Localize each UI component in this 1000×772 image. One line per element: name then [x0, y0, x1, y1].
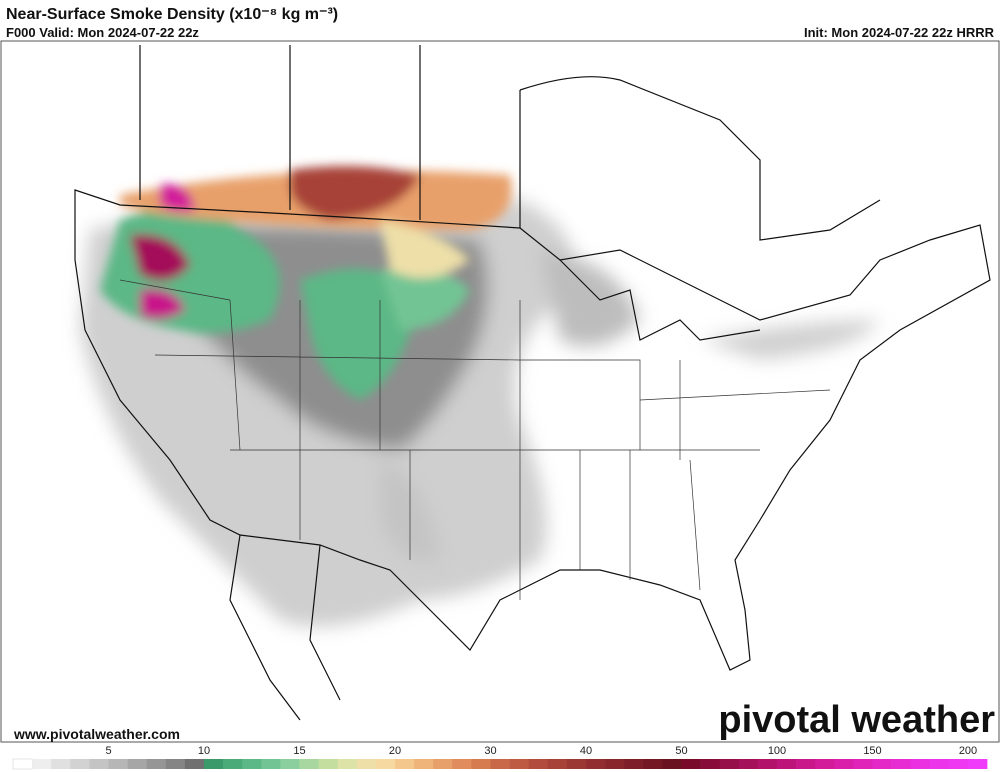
colorbar-swatch [51, 759, 71, 769]
colorbar-swatch [89, 759, 109, 769]
colorbar-swatch [910, 759, 931, 769]
colorbar-swatch [375, 759, 396, 769]
colorbar-swatch [738, 759, 759, 769]
colorbar-tick-label: 50 [675, 745, 687, 757]
colorbar-swatch [184, 759, 205, 769]
colorbar-swatch [586, 759, 606, 769]
colorbar-swatch [834, 759, 854, 769]
map-title: Near-Surface Smoke Density (x10⁻⁸ kg m⁻³… [6, 6, 338, 23]
colorbar-swatch [948, 759, 969, 769]
colorbar-swatch [796, 759, 816, 769]
colorbar-swatch [471, 759, 491, 769]
colorbar-tick-label: 30 [484, 745, 496, 757]
colorbar-tick-label: 5 [105, 745, 111, 757]
colorbar-swatch [204, 759, 224, 769]
colorbar-tick-label: 200 [959, 745, 977, 757]
colorbar-swatch [891, 759, 911, 769]
colorbar-swatch [280, 759, 300, 769]
colorbar-swatch [356, 759, 377, 769]
colorbar-swatch [681, 759, 701, 769]
logo: pivotal weather [718, 699, 995, 741]
colorbar-swatch [643, 759, 663, 769]
colorbar-swatch [509, 759, 529, 769]
smoke-plumes [100, 166, 512, 400]
colorbar-swatch [299, 759, 319, 769]
colorbar-swatch [70, 759, 90, 769]
colorbar-swatch [968, 759, 988, 769]
colorbar-swatch [929, 759, 950, 769]
map-frame [0, 40, 1000, 743]
colorbar-swatch [261, 759, 281, 769]
site-url: www.pivotalweather.com [13, 726, 180, 742]
boundaries [74, 45, 991, 721]
colorbar-tick-label: 40 [580, 745, 592, 757]
colorbar-swatch [242, 759, 262, 769]
colorbar-swatch [165, 759, 186, 769]
colorbar-swatch [815, 759, 835, 769]
colorbar-swatch [853, 759, 873, 769]
colorbar-tick-label: 15 [293, 745, 305, 757]
colorbar-swatch [223, 759, 243, 769]
init-time: Init: Mon 2024-07-22 22z HRRR [804, 25, 995, 40]
colorbar-tick-label: 10 [198, 745, 210, 757]
colorbar-swatch [32, 759, 52, 769]
colorbar-swatch [547, 759, 568, 769]
colorbar-swatch [624, 759, 644, 769]
map [1, 41, 999, 742]
colorbar: 5 10 15 20 30 40 50 100 150 200 [12, 745, 988, 770]
colorbar-swatch [127, 759, 147, 769]
colorbar-swatch [872, 759, 892, 769]
colorbar-tick-label: 150 [863, 745, 881, 757]
colorbar-swatch [490, 759, 510, 769]
colorbar-tick-label: 100 [768, 745, 786, 757]
colorbar-swatch [433, 759, 453, 769]
colorbar-swatch [528, 759, 549, 769]
colorbar-swatch [108, 759, 128, 769]
colorbar-swatch [12, 758, 33, 770]
colorbar-swatch [395, 759, 415, 769]
colorbar-swatch [662, 759, 682, 769]
colorbar-swatch [757, 759, 778, 769]
colorbar-swatch [414, 759, 434, 769]
colorbar-swatch [777, 759, 797, 769]
colorbar-swatch [337, 759, 358, 769]
colorbar-swatch [146, 759, 167, 769]
colorbar-swatch [700, 759, 720, 769]
valid-time: F000 Valid: Mon 2024-07-22 22z [6, 25, 199, 40]
colorbar-tick-label: 20 [389, 745, 401, 757]
colorbar-swatch [566, 759, 587, 769]
state-lines [119, 279, 831, 600]
colorbar-swatch [452, 759, 472, 769]
colorbar-swatch [605, 759, 625, 769]
colorbar-swatch [719, 759, 740, 769]
colorbar-swatch [318, 759, 338, 769]
